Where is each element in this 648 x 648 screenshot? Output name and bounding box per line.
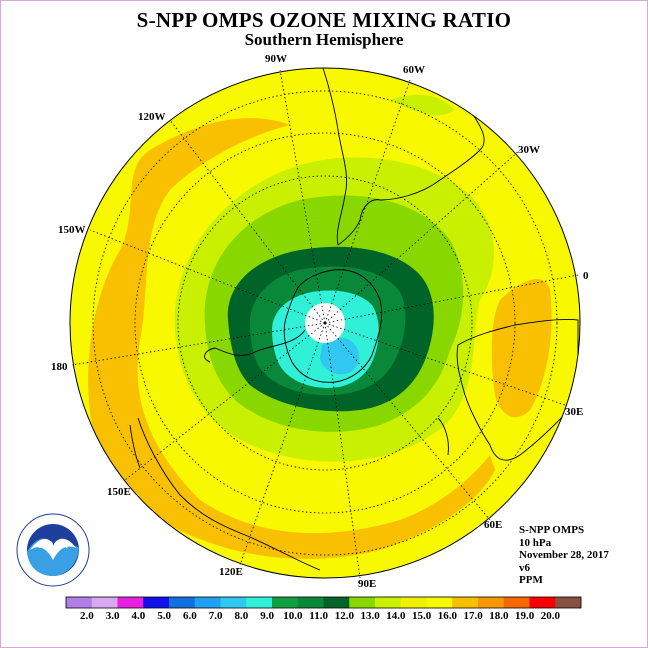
latitude-circle-inner bbox=[177, 175, 473, 471]
colorbar-tick-label: 4.0 bbox=[132, 610, 146, 622]
colorbar-tick-label: 13.0 bbox=[361, 610, 381, 622]
colorbar-swatch bbox=[297, 597, 324, 608]
colorbar-swatch bbox=[529, 597, 556, 608]
colorbar-swatch bbox=[478, 597, 505, 608]
field-light-blue bbox=[320, 338, 360, 375]
figure-title: S-NPP OMPS OZONE MIXING RATIO bbox=[136, 8, 512, 32]
meridian-60e bbox=[324, 322, 491, 521]
noaa-logo-bird bbox=[30, 538, 76, 560]
meridian-0 bbox=[324, 274, 579, 324]
info-units: PPM bbox=[519, 574, 543, 586]
colorbar-tick-label: 14.0 bbox=[386, 610, 406, 622]
colorbar-swatch bbox=[400, 597, 427, 608]
lon-label-60w: 60W bbox=[403, 64, 425, 76]
graticule bbox=[71, 69, 579, 579]
lon-label-0: 0 bbox=[583, 270, 589, 282]
colorbar-tick-label: 3.0 bbox=[106, 610, 120, 622]
meridian-90w bbox=[279, 69, 326, 324]
colorbar-tick-label: 15.0 bbox=[412, 610, 432, 622]
colorbar-swatch bbox=[555, 597, 582, 608]
colorbar-tick-label: 20.0 bbox=[541, 610, 561, 622]
lon-label-60e: 60E bbox=[484, 519, 502, 531]
info-date: November 28, 2017 bbox=[519, 549, 609, 561]
colorbar-swatch bbox=[349, 597, 376, 608]
colorbar-tick-label: 18.0 bbox=[489, 610, 509, 622]
colorbar-tick-label: 17.0 bbox=[464, 610, 484, 622]
colorbar-tick-label: 2.0 bbox=[80, 610, 94, 622]
info-instrument: S-NPP OMPS bbox=[519, 524, 585, 536]
colorbar-swatch bbox=[452, 597, 479, 608]
colorbar-tick-label: 8.0 bbox=[235, 610, 249, 622]
noaa-logo: NOAA bbox=[16, 513, 90, 587]
meridian-180 bbox=[71, 322, 326, 366]
colorbar-swatch bbox=[143, 597, 170, 608]
info-version: v6 bbox=[519, 562, 530, 574]
meridian-90e bbox=[324, 322, 361, 579]
lon-label-90w: 90W bbox=[265, 53, 287, 65]
lon-label-30w: 30W bbox=[518, 144, 540, 156]
meridian-60w bbox=[324, 79, 411, 324]
colorbar-swatch bbox=[323, 597, 350, 608]
colorbar-swatch bbox=[272, 597, 299, 608]
lon-label-120w: 120W bbox=[138, 111, 166, 123]
south-pole-dot bbox=[323, 321, 327, 325]
colorbar-swatch bbox=[426, 597, 453, 608]
coast-madagascar bbox=[437, 417, 449, 456]
colorbar-tick-label: 11.0 bbox=[309, 610, 328, 622]
coast-new-zealand bbox=[129, 424, 141, 469]
lon-label-150w: 150W bbox=[58, 224, 86, 236]
coast-australia bbox=[137, 417, 321, 571]
colorbar-tick-label: 12.0 bbox=[335, 610, 355, 622]
noaa-logo-text: NOAA bbox=[38, 540, 67, 551]
colorbar-swatch bbox=[503, 597, 530, 608]
meridian-30w bbox=[324, 149, 521, 324]
colorbar-swatch bbox=[220, 597, 247, 608]
latitude-circle-mid bbox=[134, 132, 516, 514]
lon-label-180: 180 bbox=[51, 361, 68, 373]
coast-antarctica bbox=[283, 269, 383, 383]
lon-label-120e: 120E bbox=[219, 566, 243, 578]
latitude-circle-outer bbox=[92, 90, 558, 556]
meridian-120w bbox=[169, 119, 326, 324]
colorbar-swatch bbox=[66, 597, 93, 608]
coast-africa bbox=[456, 319, 579, 461]
info-level: 10 hPa bbox=[519, 537, 552, 549]
figure-subtitle: Southern Hemisphere bbox=[244, 30, 404, 49]
field-orange-band-east bbox=[491, 279, 552, 418]
colorbar-tick-label: 10.0 bbox=[283, 610, 303, 622]
colorbar-tick-label: 5.0 bbox=[157, 610, 171, 622]
colorbar-tick-label: 16.0 bbox=[438, 610, 458, 622]
coast-antarctic-peninsula bbox=[204, 329, 306, 363]
colorbar-tick-label: 9.0 bbox=[260, 610, 274, 622]
meridian-120e bbox=[239, 322, 326, 566]
lon-label-30e: 30E bbox=[565, 406, 583, 418]
map-border bbox=[69, 67, 581, 579]
colorbar-swatch bbox=[375, 597, 402, 608]
colorbar-border bbox=[65, 596, 582, 609]
colorbar-swatch bbox=[117, 597, 144, 608]
lon-label-150e: 150E bbox=[107, 486, 131, 498]
colorbar-swatch bbox=[91, 597, 118, 608]
colorbar-swatch bbox=[194, 597, 221, 608]
colorbar-swatch bbox=[169, 597, 196, 608]
colorbar-swatch bbox=[246, 597, 273, 608]
colorbar-tick-label: 6.0 bbox=[183, 610, 197, 622]
lon-label-90e: 90E bbox=[358, 578, 376, 590]
colorbar-tick-label: 19.0 bbox=[515, 610, 535, 622]
field-light-green-north bbox=[390, 94, 455, 116]
colorbar-tick-label: 7.0 bbox=[209, 610, 223, 622]
colorbar: 2.0 3.0 4.0 5.0 6.0 7.0 8.0 9.0 10.0 11.0 12.0 13.0… bbox=[65, 596, 582, 622]
